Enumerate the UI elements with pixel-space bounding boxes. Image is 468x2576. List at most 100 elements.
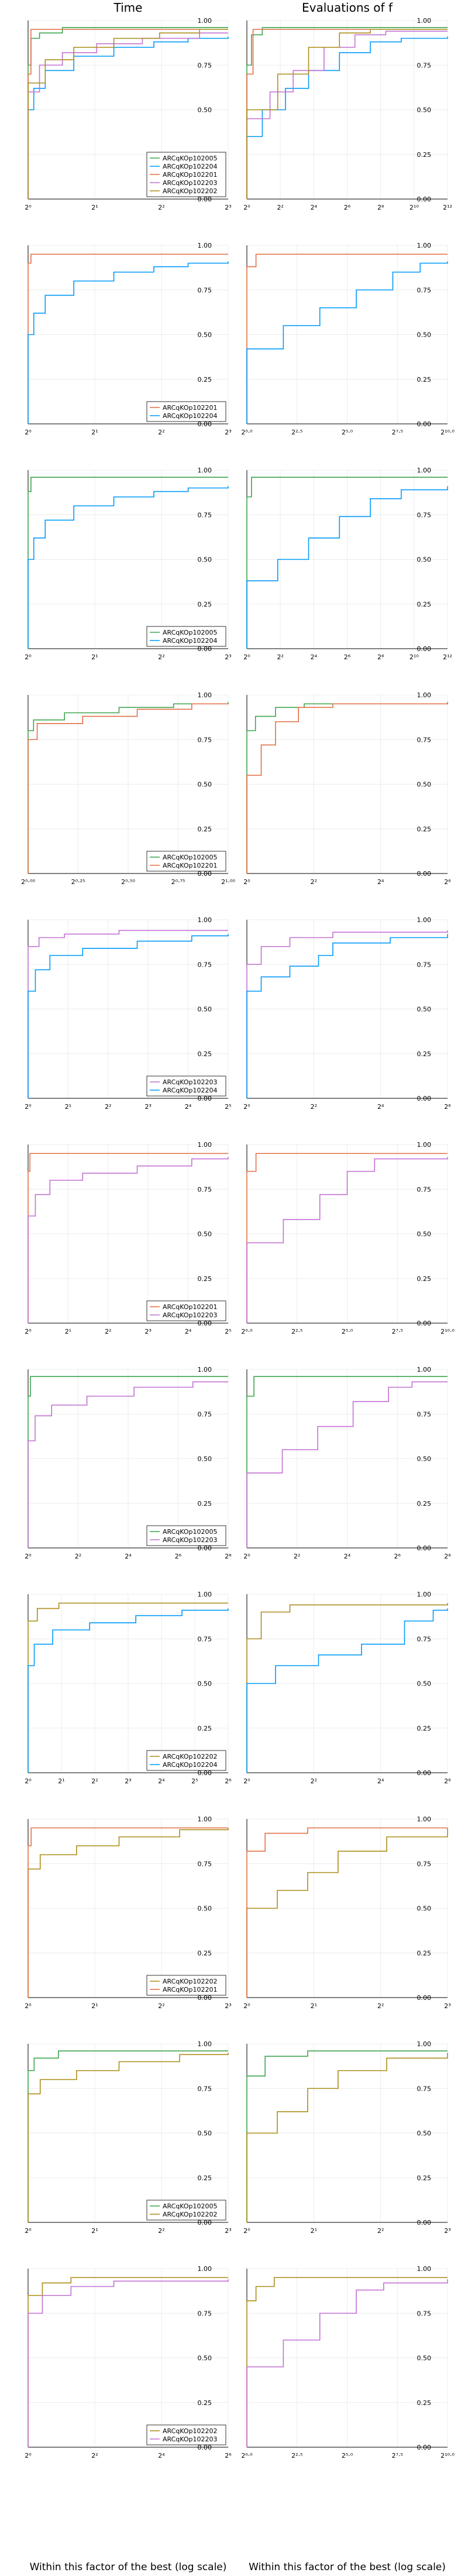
panel-r7-c0: 0.00 0.25 0.50 0.75 1.00 2⁰ 2¹ 2² 2³ 2⁴ 2⁵ 2⁶ ARCqKO…: [25, 1591, 232, 1785]
panel-r3-c0: 0.00 0.25 0.50 0.75 1.00 2⁰·⁰⁰ 2⁰·²⁵ 2⁰·⁵⁰ 2⁰·⁷⁵…: [21, 691, 235, 886]
y-tick-label: 0.75: [417, 1635, 432, 1643]
panel-r5-c0: 0.00 0.25 0.50 0.75 1.00 2⁰ 2¹ 2² 2³ 2⁴ 2⁵ ARCqKOp1…: [25, 1141, 231, 1335]
series-line-ARCqKOp102204: [27, 36, 229, 199]
legend-box: [146, 1975, 226, 1996]
y-tick-label: 1.00: [417, 2265, 432, 2273]
series-line-ARCqKOp102204: [27, 1608, 229, 1773]
x-tick-label: 2⁵: [225, 1328, 231, 1335]
x-tick-label: 2¹: [91, 204, 98, 211]
series-line-ARCqKOp102203: [246, 30, 448, 199]
y-tick-label: 0.25: [198, 1500, 212, 1508]
y-tick-label: 0.25: [198, 1950, 212, 1957]
panel-r3-c1: 0.00 0.25 0.50 0.75 1.00 2⁰ 2² 2⁴ 2⁶: [243, 691, 451, 886]
x-tick-label: 2³: [444, 2227, 450, 2235]
x-tick-label: 2⁵·⁰: [342, 1328, 353, 1335]
y-tick-label: 0.00: [198, 196, 212, 203]
x-tick-label: 2²: [294, 1553, 300, 1560]
series-line-ARCqKOp102202: [27, 29, 228, 199]
y-tick-label: 1.00: [198, 2265, 212, 2273]
y-tick-label: 0.25: [417, 376, 432, 383]
x-tick-label: 2⁰: [25, 429, 32, 436]
legend-entry: ARCqKOp102202: [163, 1978, 218, 1985]
panel-r6-c0: 0.00 0.25 0.50 0.75 1.00 2⁰ 2² 2⁴ 2⁶ 2⁸ ARCqKOp102…: [25, 1366, 232, 1560]
series-line-ARCqKOp102202: [246, 2053, 448, 2222]
panel-r9-c1: 0.00 0.25 0.50 0.75 1.00 2⁰ 2¹ 2² 2³: [243, 2040, 450, 2235]
y-tick-label: 0.50: [198, 1905, 212, 1913]
panel-r9-c0: 0.00 0.25 0.50 0.75 1.00 2⁰ 2¹ 2² 2³ ARCqKOp10200…: [25, 2040, 231, 2235]
y-tick-label: 0.25: [198, 2174, 212, 2182]
x-tick-label: 2⁴: [377, 1777, 384, 1785]
panel-r4-c0: 0.00 0.25 0.50 0.75 1.00 2⁰ 2¹ 2² 2³ 2⁴ 2⁵ ARCqKOp1…: [25, 916, 231, 1111]
series-line-ARCqKOp102201: [246, 703, 448, 873]
y-tick-label: 0.50: [198, 781, 212, 789]
x-tick-label: 2²: [105, 1103, 111, 1111]
series-line-ARCqKOp102204: [27, 934, 229, 1098]
y-tick-label: 0.50: [417, 2130, 432, 2137]
y-tick-label: 1.00: [198, 1366, 212, 1373]
y-tick-label: 1.00: [198, 467, 212, 474]
panel-r8-c0: 0.00 0.25 0.50 0.75 1.00 2⁰ 2¹ 2² 2³ ARCqKOp10220…: [25, 1815, 231, 2010]
x-tick-label: 2⁴: [377, 1103, 384, 1111]
column-title-time: Time: [113, 1, 143, 15]
legend-entry: ARCqKOp102203: [163, 1078, 218, 1086]
y-tick-label: 0.50: [198, 1006, 212, 1013]
x-tick-label: 2⁰: [243, 878, 250, 886]
legend-entry: ARCqKOp102005: [163, 854, 218, 861]
series-line-ARCqKOp102005: [246, 477, 448, 649]
x-tick-label: 2⁶: [175, 1553, 182, 1560]
y-tick-label: 1.00: [417, 1141, 432, 1149]
y-tick-label: 0.25: [417, 1500, 432, 1508]
y-tick-label: 1.00: [198, 242, 212, 249]
legend-entry: ARCqKOp102204: [163, 163, 218, 170]
x-tick-label: 2⁶: [344, 653, 351, 661]
panel-r5-c1: 0.00 0.25 0.50 0.75 1.00 2⁰·⁰ 2²·⁵ 2⁵·⁰ 2⁷·⁵ 2¹⁰·…: [241, 1141, 455, 1335]
x-tick-label: 2⁰: [25, 1103, 32, 1111]
x-tick-label: 2³: [225, 2227, 231, 2235]
x-tick-label: 2¹⁰·⁰: [441, 2452, 455, 2459]
y-tick-label: 1.00: [198, 916, 212, 924]
x-tick-label: 2²: [277, 204, 283, 211]
y-tick-label: 0.50: [417, 1006, 432, 1013]
y-tick-label: 0.75: [417, 2085, 432, 2092]
series-line-ARCqKOp102005: [27, 702, 229, 873]
series-line-ARCqKOp102005: [246, 2050, 448, 2222]
y-tick-label: 1.00: [198, 1815, 212, 1823]
x-tick-label: 2⁴: [158, 1777, 165, 1785]
y-tick-label: 0.50: [198, 1455, 212, 1463]
x-tick-label: 2⁷·⁵: [392, 1328, 403, 1335]
legend-box: [146, 401, 226, 422]
x-tick-label: 2⁸: [377, 204, 384, 211]
series-line-ARCqKOp102203: [27, 1157, 229, 1323]
y-tick-label: 0.75: [198, 1410, 212, 1418]
legend-box: [146, 1525, 226, 1546]
series-line-ARCqKOp102201: [27, 1153, 228, 1323]
x-tick-label: 2⁰: [25, 1777, 32, 1785]
x-tick-label: 2⁸: [377, 653, 384, 661]
series-line-ARCqKOp102204: [27, 261, 229, 424]
y-tick-label: 0.75: [198, 286, 212, 294]
x-tick-label: 2¹: [91, 429, 98, 436]
x-tick-label: 2²: [158, 429, 164, 436]
panel-r4-c1: 0.00 0.25 0.50 0.75 1.00 2⁰ 2² 2⁴ 2⁶: [243, 916, 451, 1111]
x-tick-label: 2⁶: [225, 2452, 232, 2459]
y-tick-label: 1.00: [198, 691, 212, 699]
x-axis-label-evaluations: Within this factor of the best (log scal…: [249, 2561, 446, 2573]
legend-entry: ARCqKOp102202: [163, 187, 218, 195]
x-tick-label: 2⁰·⁷⁵: [171, 878, 185, 886]
x-tick-label: 2²·⁵: [291, 429, 302, 436]
series-line-ARCqKOp102202: [27, 2277, 228, 2447]
legend-box: [146, 2424, 226, 2445]
x-tick-label: 2³: [225, 653, 231, 661]
series-line-ARCqKOp102203: [246, 1381, 448, 1548]
legend-entry: ARCqKOp102204: [163, 412, 218, 420]
legend-entry: ARCqKOp102201: [163, 1986, 218, 1993]
x-tick-label: 2⁷·⁵: [392, 429, 403, 436]
y-tick-label: 0.50: [198, 107, 212, 114]
x-tick-label: 2²: [311, 1103, 317, 1111]
y-tick-label: 0.00: [198, 1320, 212, 1327]
